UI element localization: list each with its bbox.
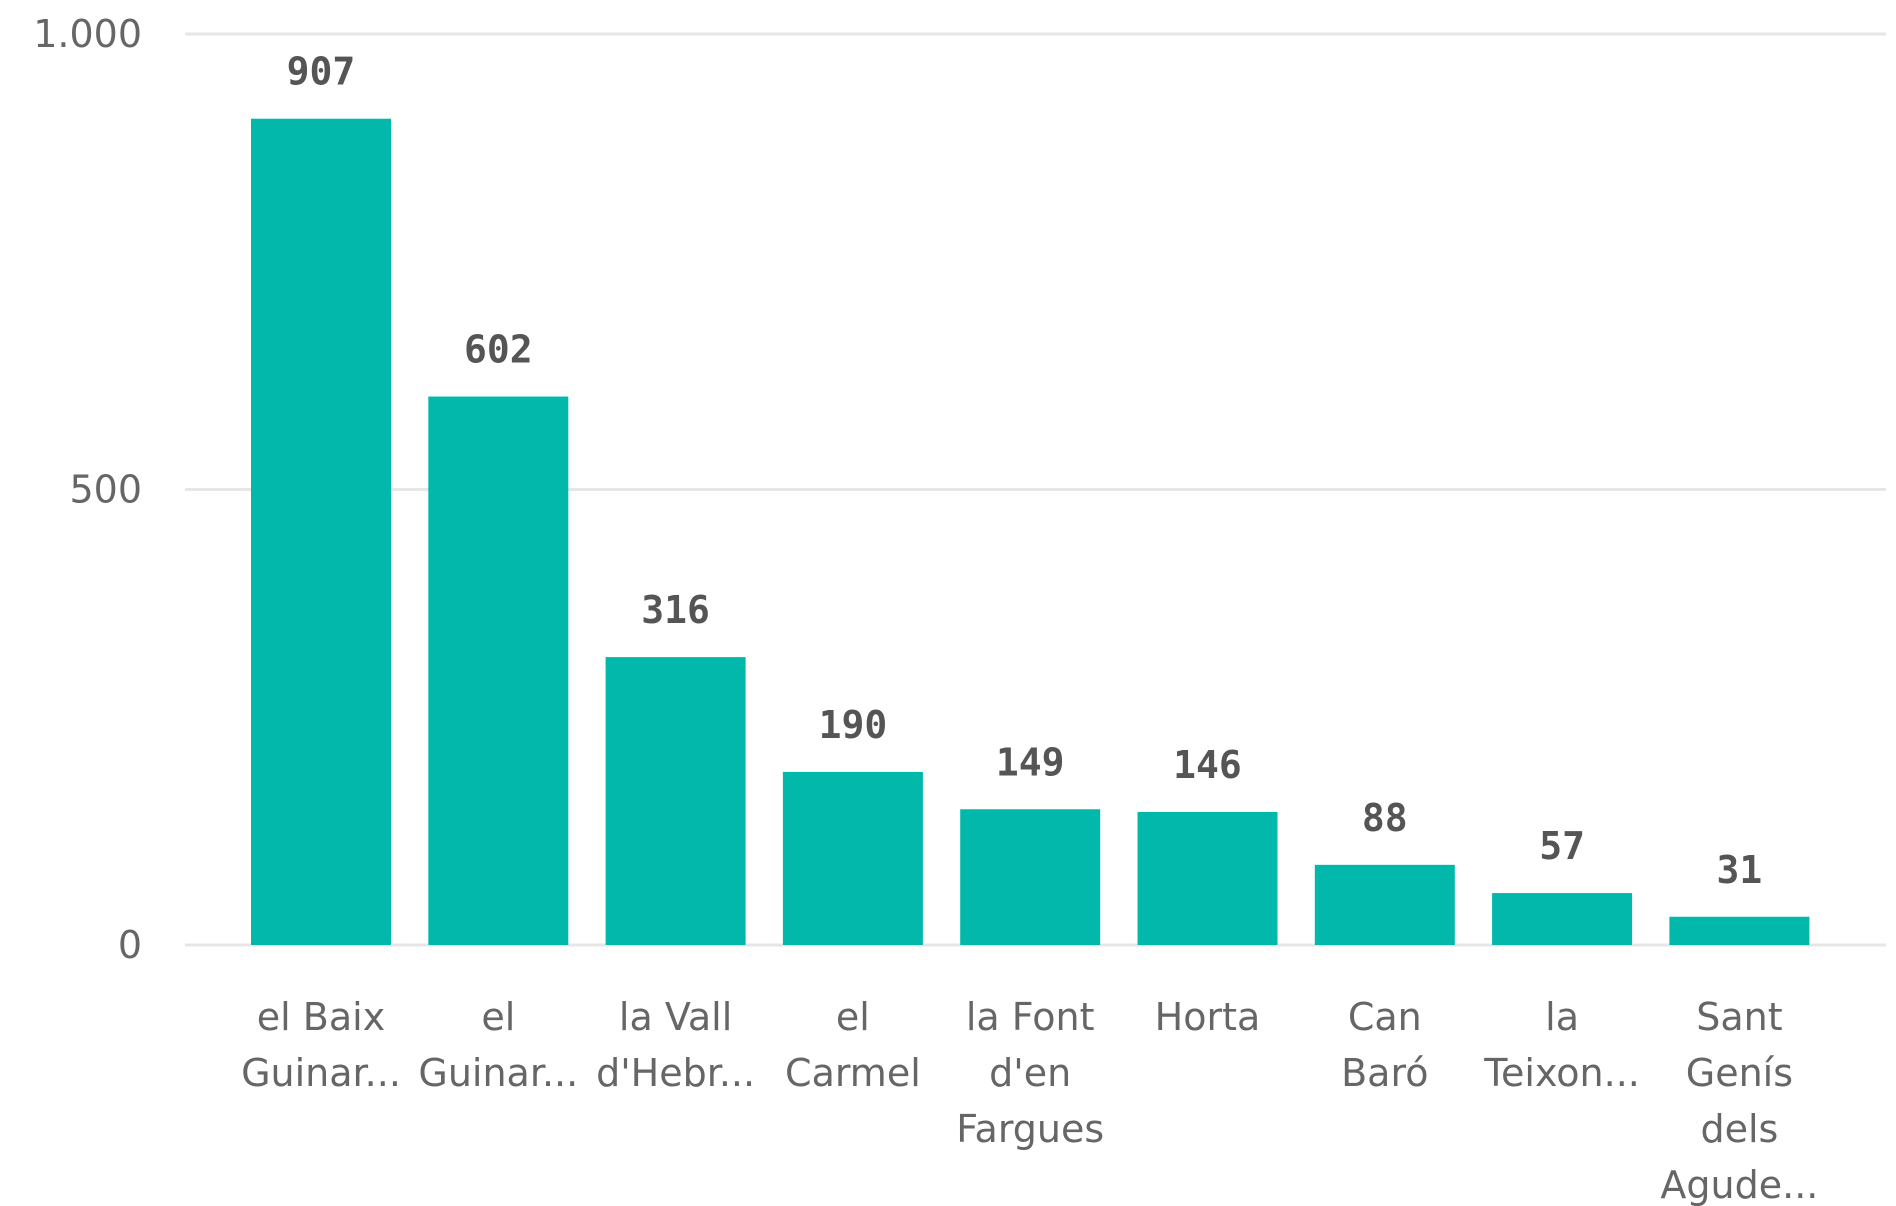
bar[interactable] <box>251 118 391 945</box>
y-tick-label: 0 <box>118 923 142 967</box>
x-category-label: Can Baró <box>1341 995 1428 1095</box>
x-category-label-line: Carmel <box>785 1051 921 1095</box>
x-category-label: el Baix Guinar... <box>241 995 401 1095</box>
x-category-label-line: Agude... <box>1660 1163 1818 1206</box>
x-category-label-line: el Baix <box>257 995 385 1039</box>
bar[interactable] <box>1314 864 1455 945</box>
y-axis-ticks: 0 500 1.000 <box>33 12 142 967</box>
x-category-label: el Guinar... <box>418 995 578 1095</box>
x-category-label: el Carmel <box>785 995 921 1095</box>
y-tick-label: 1.000 <box>33 12 142 56</box>
x-category-label: la Teixon... <box>1483 995 1640 1095</box>
bar[interactable] <box>1137 811 1278 945</box>
data-label: 907 <box>287 50 356 94</box>
data-label: 57 <box>1539 824 1585 868</box>
y-tick-label: 500 <box>69 468 142 512</box>
x-category-label-line: la Vall <box>619 995 732 1039</box>
bar[interactable] <box>605 657 746 945</box>
x-category-label-line: d'Hebr... <box>596 1051 755 1095</box>
data-labels: 907 602 316 190 149 146 88 57 31 <box>287 50 1763 892</box>
x-category-label: la Vall d'Hebr... <box>596 995 755 1095</box>
x-category-label-line: Teixon... <box>1483 1051 1640 1095</box>
x-category-label-line: el <box>481 995 515 1039</box>
x-category-label-line: Can <box>1348 995 1422 1039</box>
x-axis-categories: el Baix Guinar... el Guinar... la Vall d'Hebr… <box>241 995 1818 1206</box>
data-label: 149 <box>996 740 1065 784</box>
x-category-label-line: Genís <box>1686 1051 1793 1095</box>
bar[interactable] <box>1669 916 1810 945</box>
data-label: 602 <box>464 328 533 372</box>
bar[interactable] <box>1492 893 1633 945</box>
data-label: 190 <box>819 703 888 747</box>
x-category-label-line: el <box>836 995 870 1039</box>
x-category-label-line: la <box>1545 995 1579 1039</box>
data-label: 88 <box>1362 796 1408 840</box>
x-category-label-line: Fargues <box>956 1107 1104 1151</box>
data-label: 31 <box>1717 848 1763 892</box>
bar[interactable] <box>428 396 569 945</box>
data-label: 146 <box>1173 743 1242 787</box>
bar[interactable] <box>960 809 1101 945</box>
x-category-label: la Font d'en Fargues <box>956 995 1104 1151</box>
bars <box>251 118 1810 945</box>
x-category-label: Sant Genís dels Agude... <box>1660 995 1818 1206</box>
bar[interactable] <box>782 771 923 945</box>
x-category-label: Horta <box>1155 995 1261 1039</box>
x-category-label-line: Guinar... <box>418 1051 578 1095</box>
data-label: 316 <box>641 588 710 632</box>
x-category-label-line: Baró <box>1341 1051 1428 1095</box>
x-category-label-line: Horta <box>1155 995 1261 1039</box>
x-category-label-line: Sant <box>1696 995 1782 1039</box>
x-category-label-line: d'en <box>989 1051 1071 1095</box>
x-category-label-line: dels <box>1700 1107 1778 1151</box>
x-category-label-line: Guinar... <box>241 1051 401 1095</box>
x-category-label-line: la Font <box>966 995 1095 1039</box>
